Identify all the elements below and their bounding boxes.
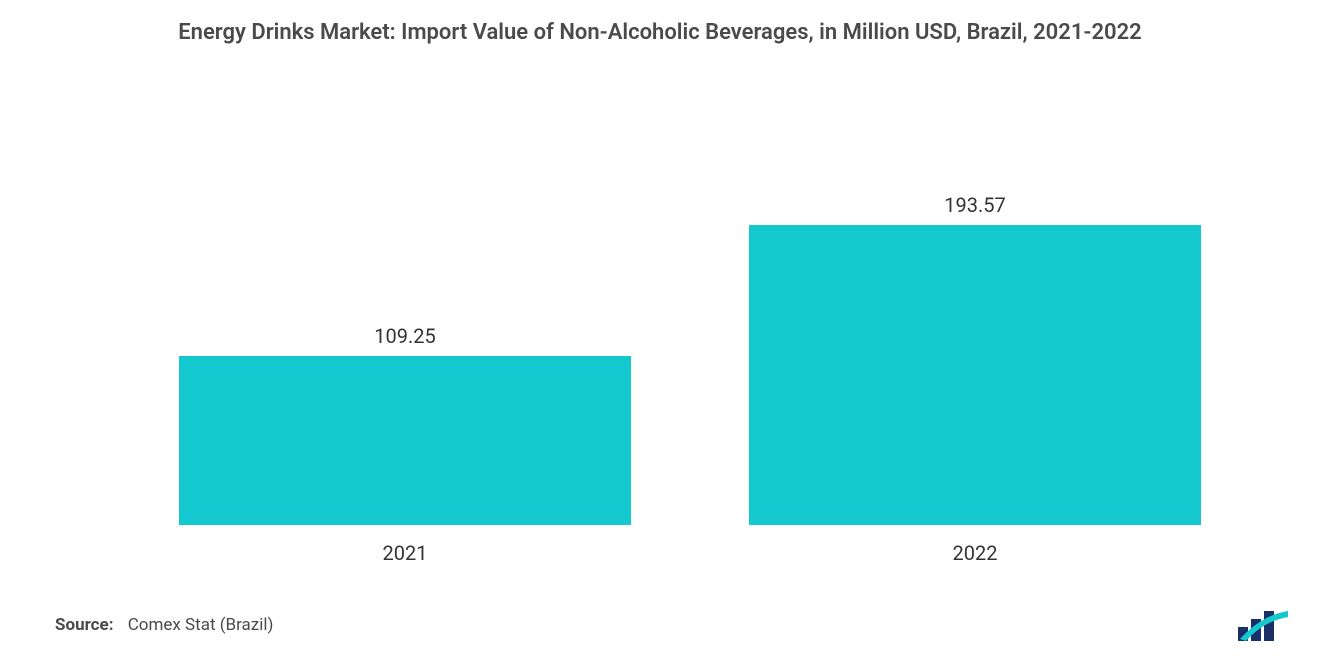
bar-group-1: 193.57: [724, 193, 1226, 525]
chart-plot-area: 109.25 193.57: [120, 120, 1260, 525]
bar-0: [179, 356, 630, 525]
bar-group-0: 109.25: [154, 324, 656, 525]
source-line: Source: Comex Stat (Brazil): [55, 615, 273, 635]
x-label-0: 2021: [154, 541, 656, 565]
brand-logo-icon: [1236, 609, 1292, 643]
bar-value-label-1: 193.57: [944, 193, 1005, 217]
x-label-1: 2022: [724, 541, 1226, 565]
chart-title: Energy Drinks Market: Import Value of No…: [0, 0, 1320, 48]
bar-value-label-0: 109.25: [374, 324, 435, 348]
x-axis-labels: 2021 2022: [120, 541, 1260, 565]
bar-1: [749, 225, 1200, 525]
source-label: Source:: [55, 615, 113, 635]
source-text: Comex Stat (Brazil): [128, 615, 274, 635]
